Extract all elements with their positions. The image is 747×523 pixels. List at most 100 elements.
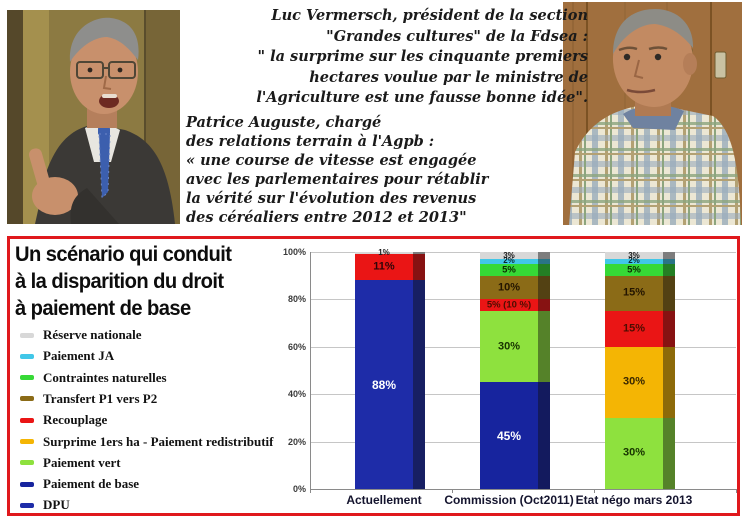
bar-segment-label: 88% — [371, 377, 397, 392]
legend-swatch — [20, 375, 34, 381]
bar-segment — [480, 311, 550, 383]
bar-segment-label: 30% — [622, 446, 646, 459]
bar-segment-label: 3% — [503, 250, 515, 260]
bar-segment-label: 5% (10 %) — [486, 299, 532, 311]
caption-line: « une course de vitesse est engagée — [186, 152, 477, 169]
photo-patrice-auguste — [7, 10, 180, 224]
legend-label: Réserve nationale — [43, 327, 142, 342]
axis-tick — [310, 489, 311, 493]
bar-segment — [480, 259, 550, 264]
bar-segment-label: 45% — [496, 428, 522, 443]
legend-swatch — [20, 481, 34, 487]
legend-item: Réserve nationale — [20, 327, 142, 343]
bar-segment — [480, 252, 550, 260]
category-label: Etat négo mars 2013 — [575, 493, 693, 507]
legend-label: Transfert P1 vers P2 — [43, 390, 158, 406]
caption-line: "Grandes cultures" de la Fdsea : — [326, 27, 588, 45]
axis-tick — [594, 489, 595, 493]
bar-segment — [355, 252, 425, 255]
bar-segment-label: 30% — [497, 340, 521, 353]
bar-segment-label: 5% — [627, 264, 641, 276]
bar-shadow — [413, 252, 425, 489]
legend-label: Paiement vert — [43, 454, 121, 470]
legend-item: Paiement JA — [20, 348, 114, 364]
bar-segment-label: 1% — [378, 248, 390, 258]
bar-segment-label: 3% — [628, 250, 640, 260]
caption-line: des céréaliers entre 2012 et 2013" — [186, 209, 467, 226]
photo-patrice-illustration — [7, 10, 180, 224]
photo-luc-vermersch — [563, 2, 742, 225]
axis-tick — [452, 489, 453, 493]
bar-segment-label: 30% — [622, 375, 646, 388]
bar-segment — [605, 263, 675, 276]
legend-item: Recouplage — [20, 412, 107, 428]
legend-swatch — [20, 439, 34, 444]
bar-segment — [605, 417, 675, 489]
legend-label: Contraintes naturelles — [43, 369, 167, 385]
legend-swatch — [20, 460, 34, 466]
x-axis-line — [310, 489, 736, 490]
y-tick-label: 20% — [287, 436, 306, 447]
caption-line: l'Agriculture est une fausse bonne idée"… — [256, 89, 588, 106]
chart-title-line: à paiement de base — [15, 297, 191, 320]
legend-label: Surprime 1ers ha - Paiement redistributi… — [43, 433, 274, 449]
chart-title-line: à la disparition du droit — [15, 270, 224, 293]
caption-line: la vérité sur l'évolution des revenus — [186, 190, 477, 207]
bar-segment — [355, 254, 425, 281]
bar-shadow — [663, 252, 675, 489]
legend-item: Paiement de base — [20, 476, 139, 492]
caption-line: Luc Vermersch, président de la section — [271, 7, 588, 24]
bar-segment — [480, 382, 550, 489]
bar-segment-label: 15% — [622, 322, 646, 335]
bar-segment-label: 11% — [373, 260, 395, 273]
caption-line: avec les parlementaires pour rétablir — [186, 171, 489, 188]
bar-shadow — [538, 252, 550, 489]
legend-label: Paiement de base — [43, 476, 140, 492]
y-tick-label: 100% — [282, 247, 306, 257]
legend-item: Paiement vert — [20, 455, 121, 471]
y-tick-label: 60% — [287, 341, 306, 352]
legend-item: DPU — [20, 497, 70, 513]
category-label: Commission (Oct2011) — [444, 493, 574, 507]
legend-swatch — [20, 417, 34, 423]
legend-item: Contraintes naturelles — [20, 370, 167, 386]
y-axis-line — [310, 252, 311, 489]
bar-segment — [605, 252, 675, 260]
legend-swatch — [20, 353, 34, 359]
category-label: Actuellement — [346, 493, 422, 507]
y-tick-label: 40% — [287, 389, 306, 400]
bar-segment — [480, 299, 550, 312]
caption-line: " la surprime sur les cinquante premiers — [257, 48, 589, 65]
y-tick-label: 0% — [292, 484, 306, 494]
chart-title-line: Un scénario qui conduit — [15, 243, 232, 266]
chart-legend: Réserve nationale Paiement JA Contraintes … — [10, 239, 310, 513]
bar-segment-label: 2% — [503, 256, 515, 266]
legend-swatch — [20, 332, 34, 338]
bar-segment-label: 10% — [497, 281, 521, 294]
legend-label: Recouplage — [43, 412, 108, 428]
legend-label: Paiement JA — [43, 348, 115, 364]
plot-area: 0% 20% 40% 60% 80% 100% 88% 11% 1% Actuellement 45… — [10, 239, 737, 513]
bar-segment — [480, 275, 550, 300]
legend-label: DPU — [43, 497, 70, 513]
legend-item: Transfert P1 vers P2 — [20, 391, 157, 407]
axis-tick — [736, 489, 737, 493]
bar-segment — [480, 263, 550, 276]
legend-swatch — [20, 502, 34, 508]
caption-line: hectares voulue par le ministre de — [309, 68, 588, 86]
bar-segment — [355, 280, 425, 489]
chart-title: Un scénario qui conduit à la disparition… — [15, 241, 232, 322]
photo-luc-illustration — [563, 2, 742, 225]
caption-line: Patrice Auguste, chargé — [186, 114, 382, 131]
bar-segment-label: 15% — [622, 286, 646, 299]
bar-segment — [605, 259, 675, 264]
bar-segment — [605, 311, 675, 347]
chart-panel: Un scénario qui conduit à la disparition… — [7, 236, 740, 516]
caption-luc-vermersch: Luc Vermersch, président de la section "… — [256, 6, 588, 109]
bar-segment-label: 2% — [628, 256, 640, 266]
bar-segment — [605, 346, 675, 418]
bar-segment-label: 5% — [502, 264, 516, 276]
legend-item: Surprime 1ers ha - Paiement redistributi… — [20, 434, 273, 450]
caption-patrice-auguste: Patrice Auguste, chargé des relations te… — [186, 113, 488, 227]
